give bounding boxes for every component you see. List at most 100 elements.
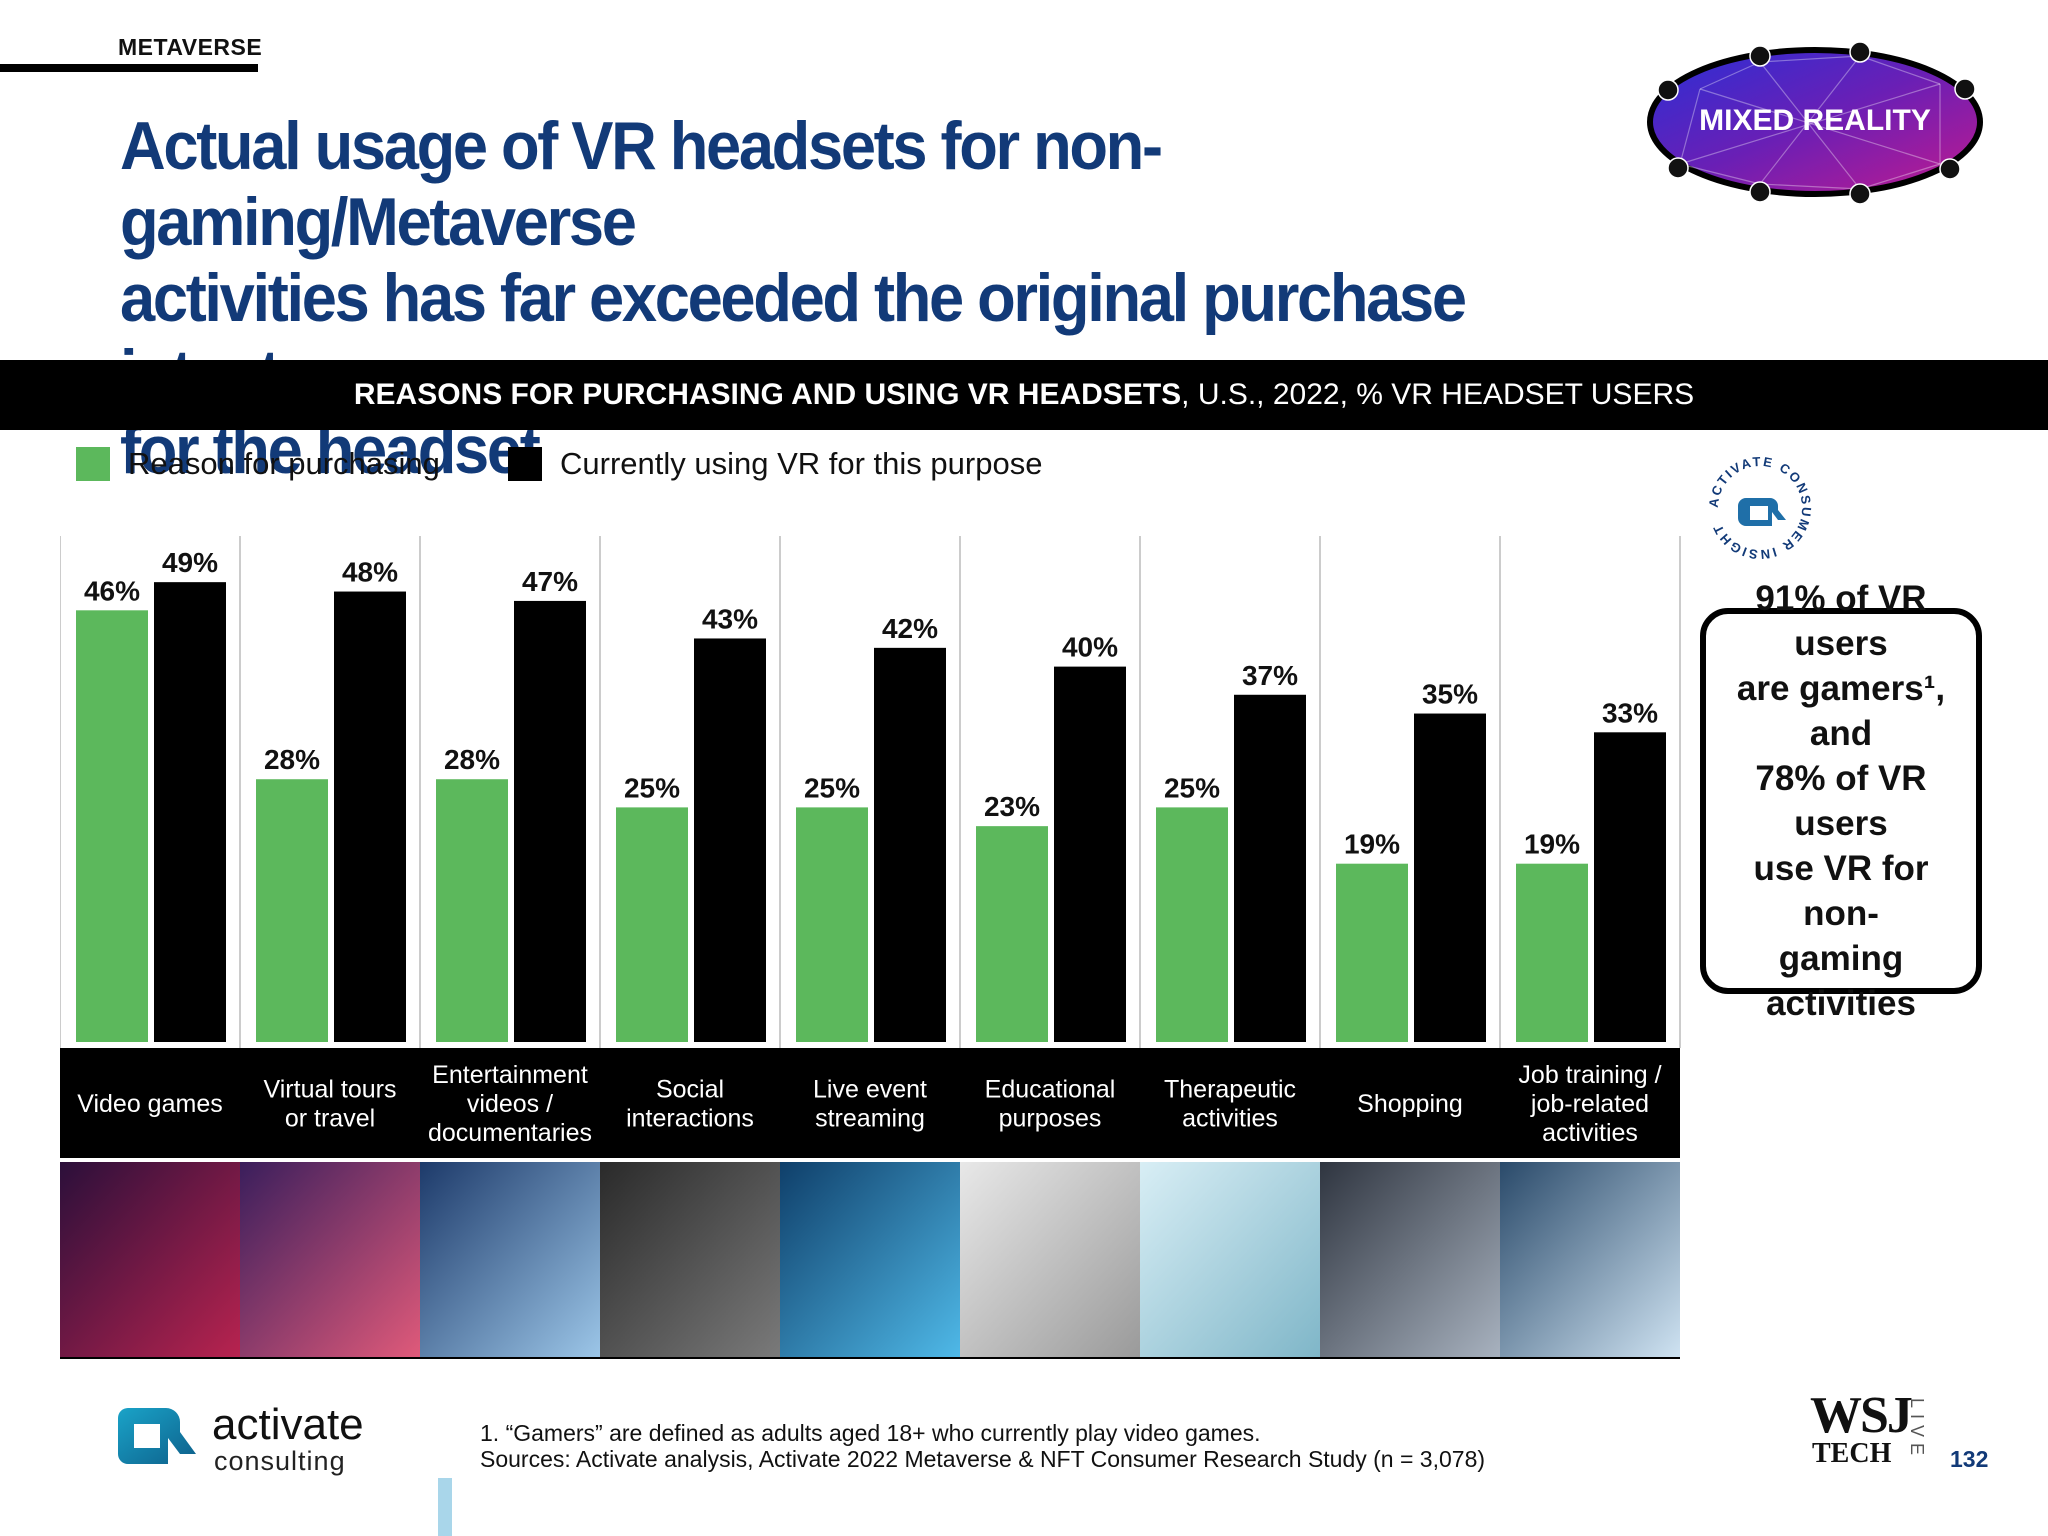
consumer-insight-icon: ACTIVATE CONSUMER INSIGHT xyxy=(1706,454,1813,562)
badge-label: MIXED REALITY xyxy=(1699,104,1931,137)
bar-value-label: 28% xyxy=(264,744,320,775)
chart-banner: REASONS FOR PURCHASING AND USING VR HEAD… xyxy=(0,360,2048,430)
key-insight-callout: 91% of VR users are gamers¹, and 78% of … xyxy=(1700,579,1982,1023)
category-label: purposes xyxy=(999,1105,1102,1133)
bar-value-label: 35% xyxy=(1422,679,1478,710)
page-number: 132 xyxy=(1950,1446,1989,1472)
category-label-band xyxy=(60,1048,1680,1158)
legend-label: Reason for purchasing xyxy=(128,446,440,481)
callout-line: 91% of VR users xyxy=(1755,579,1927,663)
bar-purchasing xyxy=(76,610,148,1042)
bar-value-label: 37% xyxy=(1242,660,1298,691)
bar-purchasing xyxy=(1516,863,1588,1042)
bar-value-label: 25% xyxy=(804,772,860,803)
category-label: or travel xyxy=(285,1105,375,1133)
category-label: Educational xyxy=(985,1076,1116,1104)
legend-item-purchasing: Reason for purchasing xyxy=(76,446,440,482)
category-label: job-related xyxy=(1530,1090,1649,1118)
bar-purchasing xyxy=(1336,863,1408,1042)
category-photo xyxy=(60,1162,240,1358)
bar-value-label: 33% xyxy=(1602,697,1658,728)
legend-item-using: Currently using VR for this purpose xyxy=(508,446,1042,482)
bar-value-label: 28% xyxy=(444,744,500,775)
bar-purchasing xyxy=(256,779,328,1042)
category-photo xyxy=(780,1162,960,1358)
footnote: 1. “Gamers” are defined as adults aged 1… xyxy=(480,1420,1485,1472)
legend-label: Currently using VR for this purpose xyxy=(560,446,1043,481)
bar-using xyxy=(1234,694,1306,1042)
category-photo xyxy=(1140,1162,1320,1358)
category-label: Live event xyxy=(813,1076,927,1104)
bar-value-label: 25% xyxy=(624,772,680,803)
category-photo xyxy=(1500,1162,1680,1358)
bar-value-label: 42% xyxy=(882,613,938,644)
category-label: interactions xyxy=(626,1105,754,1133)
bar-using xyxy=(154,582,226,1042)
category-label: Therapeutic xyxy=(1164,1076,1296,1104)
category-label: Shopping xyxy=(1357,1090,1463,1118)
category-label: activities xyxy=(1182,1105,1278,1133)
logo-wordmark: activate xyxy=(212,1400,364,1449)
bar-using xyxy=(694,638,766,1042)
legend-swatch-black xyxy=(508,447,542,481)
bar-value-label: 43% xyxy=(702,603,758,634)
category-photo xyxy=(600,1162,780,1358)
bar-value-label: 49% xyxy=(162,547,218,578)
bar-value-label: 47% xyxy=(522,566,578,597)
category-label: documentaries xyxy=(428,1119,592,1147)
accent-bar xyxy=(438,1478,452,1536)
category-label: videos / xyxy=(467,1090,553,1118)
category-label: streaming xyxy=(815,1105,925,1133)
category-photo xyxy=(240,1162,420,1358)
bar-value-label: 19% xyxy=(1524,829,1580,860)
consumer-insight-stamp: ACTIVATE CONSUMER INSIGHT xyxy=(1700,448,1820,568)
callout-line: are gamers¹, and xyxy=(1736,669,1946,753)
section-rule xyxy=(0,64,258,72)
sources-text: Sources: Activate analysis, Activate 202… xyxy=(480,1446,1486,1472)
bar-using xyxy=(514,600,586,1042)
bar-purchasing xyxy=(616,807,688,1042)
bar-using xyxy=(334,591,406,1042)
category-label: Job training / xyxy=(1518,1061,1661,1089)
banner-subtitle: , U.S., 2022, % VR HEADSET USERS xyxy=(1181,378,1695,411)
mixed-reality-badge: MIXED REALITY xyxy=(1640,34,1990,206)
footnote-text: 1. “Gamers” are defined as adults aged 1… xyxy=(480,1420,1261,1446)
category-label: Virtual tours xyxy=(264,1076,397,1104)
bar-value-label: 19% xyxy=(1344,829,1400,860)
bar-purchasing xyxy=(796,807,868,1042)
tech-wordmark: TECH xyxy=(1812,1438,1892,1469)
category-label: Video games xyxy=(77,1090,222,1118)
activate-logo: activate consulting xyxy=(118,1400,408,1476)
category-label: activities xyxy=(1542,1119,1638,1147)
title-line: Actual usage of VR headsets for non-gami… xyxy=(120,108,1163,260)
wsj-wordmark: WSJ xyxy=(1810,1387,1913,1444)
banner-title: REASONS FOR PURCHASING AND USING VR HEAD… xyxy=(353,378,1182,411)
live-wordmark: LIVE xyxy=(1907,1398,1927,1462)
bar-using xyxy=(874,647,946,1042)
category-photo xyxy=(1320,1162,1500,1358)
bar-using xyxy=(1054,666,1126,1042)
network-oval-icon xyxy=(1647,41,1983,205)
callout-line: 78% of VR users xyxy=(1755,759,1927,843)
wsj-tech-live-logo: WSJ TECH LIVE xyxy=(1810,1386,1930,1476)
callout-line: use VR for non- xyxy=(1753,849,1929,933)
category-photo xyxy=(960,1162,1140,1358)
page-title: Actual usage of VR headsets for non-gami… xyxy=(120,108,1543,488)
legend-swatch-green xyxy=(76,447,110,481)
bar-value-label: 25% xyxy=(1164,772,1220,803)
bar-purchasing xyxy=(976,826,1048,1042)
category-photo xyxy=(420,1162,600,1358)
category-label: Social xyxy=(656,1076,724,1104)
bar-using xyxy=(1594,732,1666,1042)
bar-purchasing xyxy=(1156,807,1228,1042)
bar-value-label: 48% xyxy=(342,557,398,588)
activate-logo-icon xyxy=(118,1408,196,1464)
category-label: Entertainment xyxy=(432,1061,588,1089)
bar-value-label: 23% xyxy=(984,791,1040,822)
bar-using xyxy=(1414,713,1486,1042)
bar-purchasing xyxy=(436,779,508,1042)
bar-value-label: 40% xyxy=(1062,632,1118,663)
logo-subtitle: consulting xyxy=(214,1446,346,1476)
callout-line: gaming activities xyxy=(1766,939,1916,1023)
